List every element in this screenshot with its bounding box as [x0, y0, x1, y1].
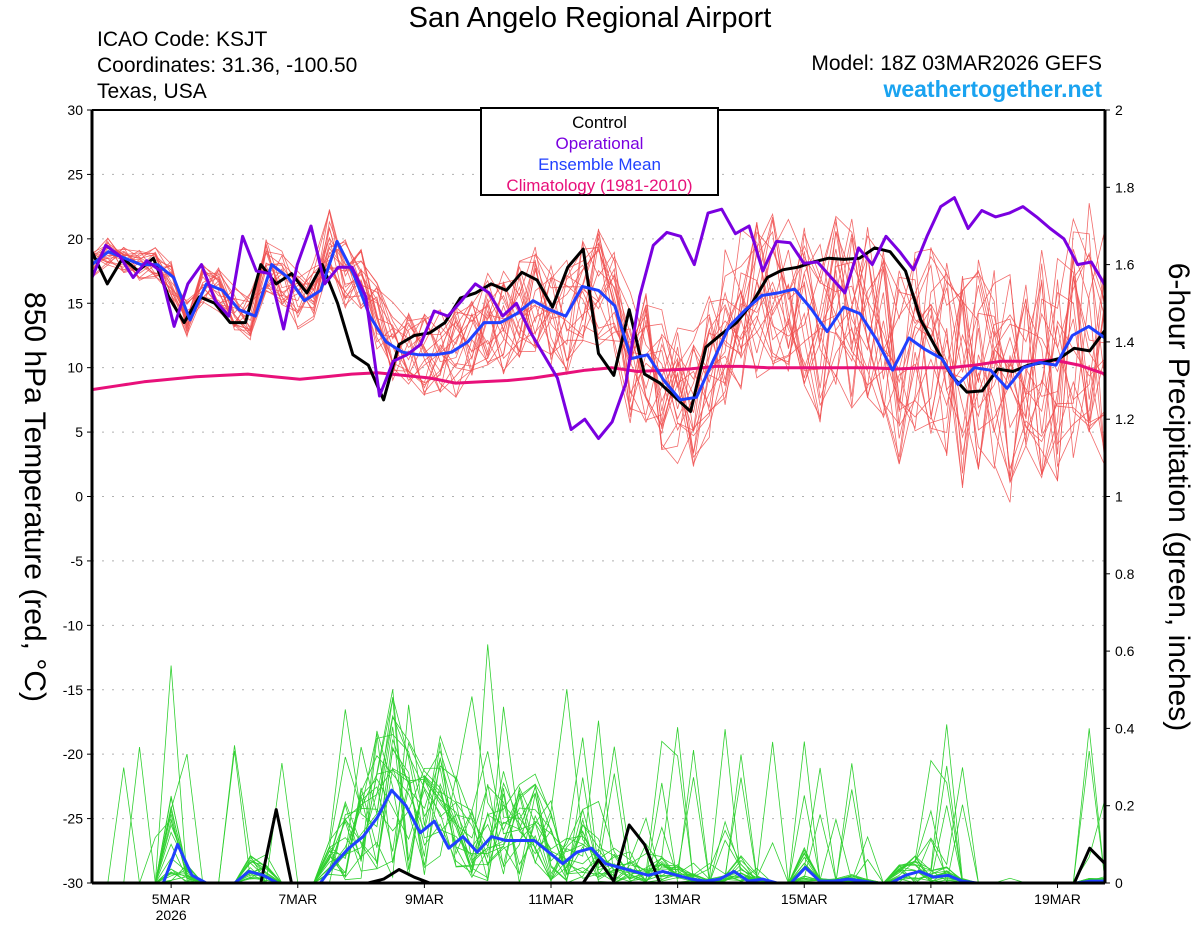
y-tick-label-left: 10 [67, 360, 83, 376]
precip-member-line [92, 644, 1106, 884]
model-run: Model: 18Z 03MAR2026 GEFS [811, 52, 1102, 75]
y-tick-label-right: 1.2 [1115, 411, 1135, 427]
x-tick-label: 9MAR [405, 891, 444, 907]
legend-operational: Operational [555, 134, 644, 153]
y-tick-label-left: -20 [63, 746, 83, 762]
x-tick-label: 7MAR [278, 891, 317, 907]
y-axis-right-label: 6-hour Precipitation (green, inches) [1162, 262, 1195, 732]
y-tick-label-left: -25 [63, 811, 83, 827]
y-tick-label-left: 30 [67, 102, 83, 118]
temp-member-line [91, 216, 1106, 469]
y-tick-label-right: 0.8 [1115, 566, 1135, 582]
x-tick-sublabel: 2026 [156, 907, 187, 923]
x-tick-label: 15MAR [781, 891, 828, 907]
y-tick-label-right: 0 [1115, 875, 1123, 891]
y-tick-label-left: 25 [67, 166, 83, 182]
temp-member-line [91, 209, 1106, 480]
x-tick-label: 19MAR [1034, 891, 1081, 907]
temp-member-line [91, 242, 1106, 470]
y-axis-left-label: 850 hPa Temperature (red, °C) [18, 292, 51, 702]
brand-link[interactable]: weathertogether.net [883, 76, 1102, 102]
y-tick-label-left: -30 [63, 875, 83, 891]
legend: Control Operational Ensemble Mean Climat… [480, 107, 719, 196]
temp-climatology-line [91, 358, 1106, 392]
y-tick-label-right: 1 [1115, 489, 1123, 505]
temp-control-line [90, 246, 1107, 413]
y-tick-label-right: 2 [1115, 102, 1123, 118]
precip-member-line [92, 720, 1106, 884]
y-tick-label-right: 1.4 [1115, 334, 1135, 350]
icao-code: ICAO Code: KSJT [97, 28, 268, 51]
temp-member-line [91, 222, 1106, 476]
ensemble-members [91, 203, 1106, 884]
y-tick-label-left: 0 [75, 489, 83, 505]
x-tick-label: 5MAR [152, 891, 191, 907]
region: Texas, USA [97, 80, 207, 103]
y-tick-label-right: 1.6 [1115, 257, 1135, 273]
y-tick-label-left: -15 [63, 682, 83, 698]
x-tick-label: 11MAR [528, 891, 574, 907]
y-tick-label-left: -5 [71, 553, 84, 569]
y-tick-label-right: 0.2 [1115, 798, 1135, 814]
legend-climatology: Climatology (1981-2010) [506, 176, 693, 195]
coordinates: Coordinates: 31.36, -100.50 [97, 54, 358, 77]
precip-ensemble-meanline [92, 788, 1105, 885]
legend-control: Control [572, 113, 627, 132]
y-tick-label-right: 0.4 [1115, 720, 1135, 736]
y-tick-label-left: -10 [63, 617, 83, 633]
precip-member-line [92, 716, 1106, 884]
precip-member-line [92, 730, 1106, 884]
y-tick-label-left: 15 [67, 295, 83, 311]
y-tick-label-right: 0.6 [1115, 643, 1135, 659]
x-tick-label: 17MAR [908, 891, 955, 907]
temp-member-line [91, 218, 1106, 468]
temp-member-line [91, 231, 1106, 485]
axes: 302520151050-5-10-15-20-25-3021.81.61.41… [63, 102, 1135, 923]
y-tick-label-left: 20 [67, 231, 83, 247]
y-tick-label-left: 5 [75, 424, 83, 440]
y-tick-label-right: 1.8 [1115, 179, 1135, 195]
temp-operational-line [90, 196, 1107, 440]
chart-title: San Angelo Regional Airport [408, 2, 772, 34]
legend-ensemble-mean: Ensemble Mean [538, 155, 661, 174]
temp-ensemble-mean-line [91, 239, 1106, 402]
x-tick-label: 13MAR [654, 891, 701, 907]
